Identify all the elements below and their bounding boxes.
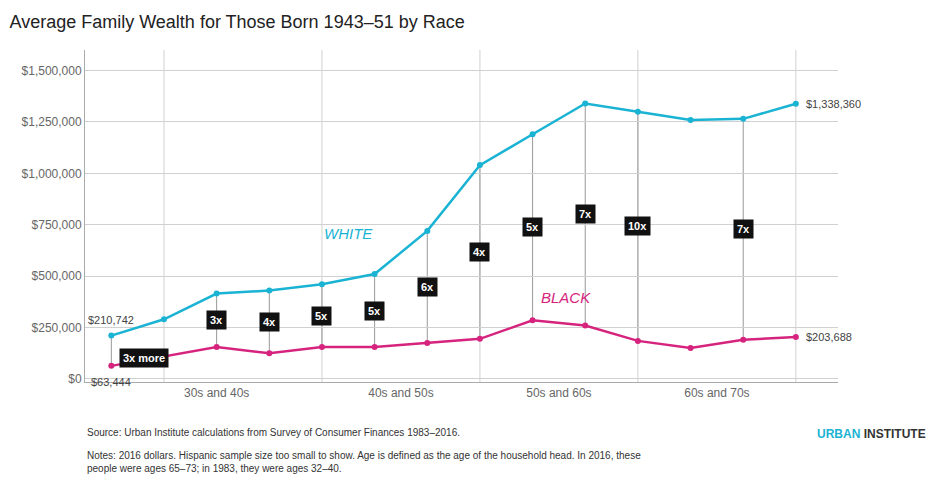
svg-text:URBAN INSTITUTE: URBAN INSTITUTE xyxy=(817,427,926,441)
svg-text:$1,250,000: $1,250,000 xyxy=(22,115,82,129)
svg-text:4x: 4x xyxy=(473,246,486,258)
svg-text:50s and 60s: 50s and 60s xyxy=(526,386,591,400)
svg-text:5x: 5x xyxy=(368,305,381,317)
svg-text:$1,338,360: $1,338,360 xyxy=(806,98,861,110)
svg-text:$250,000: $250,000 xyxy=(32,321,82,335)
svg-text:5x: 5x xyxy=(526,221,539,233)
svg-text:Notes: 2016 dollars. Hispanic: Notes: 2016 dollars. Hispanic sample siz… xyxy=(87,450,641,474)
svg-text:7x: 7x xyxy=(737,223,750,235)
svg-text:$210,742: $210,742 xyxy=(88,314,134,326)
svg-text:$1,500,000: $1,500,000 xyxy=(22,64,82,78)
svg-text:6x: 6x xyxy=(421,281,434,293)
svg-text:30s and 40s: 30s and 40s xyxy=(184,386,249,400)
svg-text:4x: 4x xyxy=(263,316,276,328)
svg-text:$203,688: $203,688 xyxy=(806,331,852,343)
svg-text:10x: 10x xyxy=(628,220,647,232)
svg-text:$0: $0 xyxy=(68,372,82,386)
svg-text:$1,000,000: $1,000,000 xyxy=(22,167,82,181)
svg-text:Source: Urban Institute calcul: Source: Urban Institute calculations fro… xyxy=(87,427,460,438)
svg-text:Average Family Wealth for Thos: Average Family Wealth for Those Born 194… xyxy=(9,12,464,32)
svg-text:3x: 3x xyxy=(210,314,223,326)
svg-text:WHITE: WHITE xyxy=(324,225,373,242)
svg-text:3x more: 3x more xyxy=(123,352,165,364)
svg-text:$500,000: $500,000 xyxy=(32,269,82,283)
svg-text:40s and 50s: 40s and 50s xyxy=(368,386,433,400)
svg-text:$63,444: $63,444 xyxy=(91,376,131,388)
svg-text:7x: 7x xyxy=(579,208,592,220)
svg-text:60s and 70s: 60s and 70s xyxy=(684,386,749,400)
svg-text:BLACK: BLACK xyxy=(541,289,591,306)
svg-text:$750,000: $750,000 xyxy=(32,218,82,232)
svg-text:5x: 5x xyxy=(315,310,328,322)
